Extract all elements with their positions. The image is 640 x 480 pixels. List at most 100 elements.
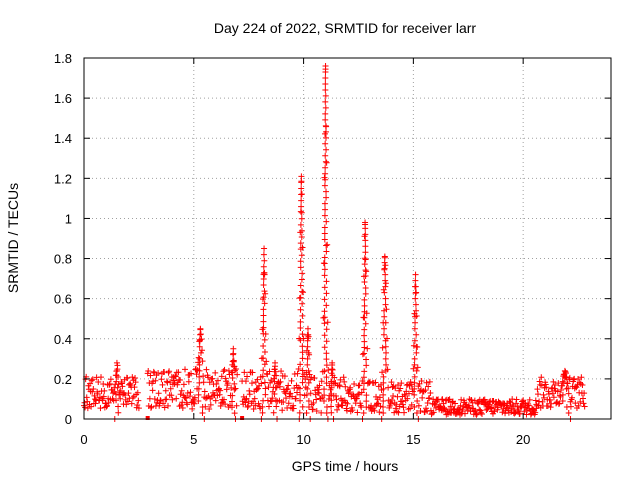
data-point bbox=[184, 390, 191, 397]
data-point bbox=[230, 351, 237, 358]
data-point bbox=[487, 405, 494, 412]
data-point bbox=[361, 344, 368, 351]
data-point bbox=[173, 395, 180, 402]
data-point bbox=[134, 401, 141, 408]
data-point bbox=[575, 376, 582, 383]
data-point bbox=[321, 368, 328, 375]
data-point bbox=[351, 381, 358, 388]
data-point bbox=[380, 397, 387, 404]
data-point bbox=[172, 372, 179, 379]
data-point bbox=[380, 385, 387, 392]
y-tick-label: 1 bbox=[65, 211, 72, 226]
data-point bbox=[117, 395, 124, 402]
data-point bbox=[281, 373, 288, 380]
data-point bbox=[339, 402, 346, 409]
data-point bbox=[113, 378, 120, 385]
data-point bbox=[177, 391, 184, 398]
data-point bbox=[321, 200, 328, 207]
data-point bbox=[541, 394, 548, 401]
data-point bbox=[272, 384, 279, 391]
data-point bbox=[404, 395, 411, 402]
data-point bbox=[550, 378, 557, 385]
data-point bbox=[128, 400, 135, 407]
data-point bbox=[415, 402, 422, 409]
data-point bbox=[411, 325, 418, 332]
data-point bbox=[575, 402, 582, 409]
data-point bbox=[106, 381, 113, 388]
data-point bbox=[323, 290, 330, 297]
data-point bbox=[570, 376, 577, 383]
data-point bbox=[321, 320, 328, 327]
data-point bbox=[298, 252, 305, 259]
data-point bbox=[152, 377, 159, 384]
data-point bbox=[419, 394, 426, 401]
data-point bbox=[383, 361, 390, 368]
data-point bbox=[305, 403, 312, 410]
data-point bbox=[525, 400, 532, 407]
data-point bbox=[228, 384, 235, 391]
data-point bbox=[323, 248, 330, 255]
data-point bbox=[545, 388, 552, 395]
data-point bbox=[411, 373, 418, 380]
data-point bbox=[536, 378, 543, 385]
data-point bbox=[393, 401, 400, 408]
data-point bbox=[360, 386, 367, 393]
data-point bbox=[297, 361, 304, 368]
data-point bbox=[581, 390, 588, 397]
data-point bbox=[207, 401, 214, 408]
data-point bbox=[191, 400, 198, 407]
x-tick-label: 5 bbox=[190, 432, 197, 447]
data-point bbox=[468, 397, 475, 404]
data-point bbox=[322, 92, 329, 99]
data-point bbox=[298, 233, 305, 240]
data-point bbox=[322, 164, 329, 171]
data-point bbox=[318, 378, 325, 385]
data-point bbox=[562, 368, 569, 375]
data-point bbox=[407, 378, 414, 385]
data-point bbox=[91, 396, 98, 403]
data-point bbox=[581, 403, 588, 410]
data-point bbox=[127, 380, 134, 387]
data-point bbox=[321, 386, 328, 393]
data-point bbox=[304, 373, 311, 380]
data-point bbox=[252, 402, 259, 409]
data-point bbox=[380, 373, 387, 380]
data-point bbox=[271, 366, 278, 373]
data-point bbox=[304, 361, 311, 368]
x-tick-label: 0 bbox=[80, 432, 87, 447]
data-point bbox=[382, 271, 389, 278]
data-point bbox=[166, 368, 173, 375]
data-point bbox=[260, 306, 267, 313]
data-point bbox=[321, 344, 328, 351]
data-point bbox=[311, 374, 318, 381]
data-point bbox=[313, 407, 320, 414]
data-point bbox=[305, 379, 312, 386]
data-point bbox=[203, 366, 210, 373]
data-point bbox=[323, 159, 330, 166]
data-point bbox=[135, 405, 142, 412]
data-point bbox=[323, 146, 330, 153]
data-point bbox=[303, 409, 310, 416]
data-point bbox=[361, 296, 368, 303]
data-point bbox=[405, 390, 412, 397]
data-point bbox=[342, 383, 349, 390]
data-point bbox=[269, 395, 276, 402]
data-point bbox=[363, 398, 370, 405]
data-point bbox=[196, 343, 203, 350]
data-point bbox=[321, 224, 328, 231]
data-point bbox=[260, 324, 267, 331]
data-point bbox=[304, 325, 311, 332]
data-point bbox=[337, 376, 344, 383]
data-point bbox=[206, 405, 213, 412]
data-point bbox=[427, 390, 434, 397]
data-point bbox=[260, 318, 267, 325]
data-point bbox=[382, 280, 389, 287]
data-point bbox=[184, 401, 191, 408]
data-point bbox=[336, 383, 343, 390]
data-point bbox=[388, 396, 395, 403]
data-point bbox=[259, 409, 266, 416]
data-point bbox=[303, 391, 310, 398]
data-point bbox=[473, 411, 480, 418]
data-point bbox=[381, 265, 388, 272]
data-point bbox=[212, 369, 219, 376]
